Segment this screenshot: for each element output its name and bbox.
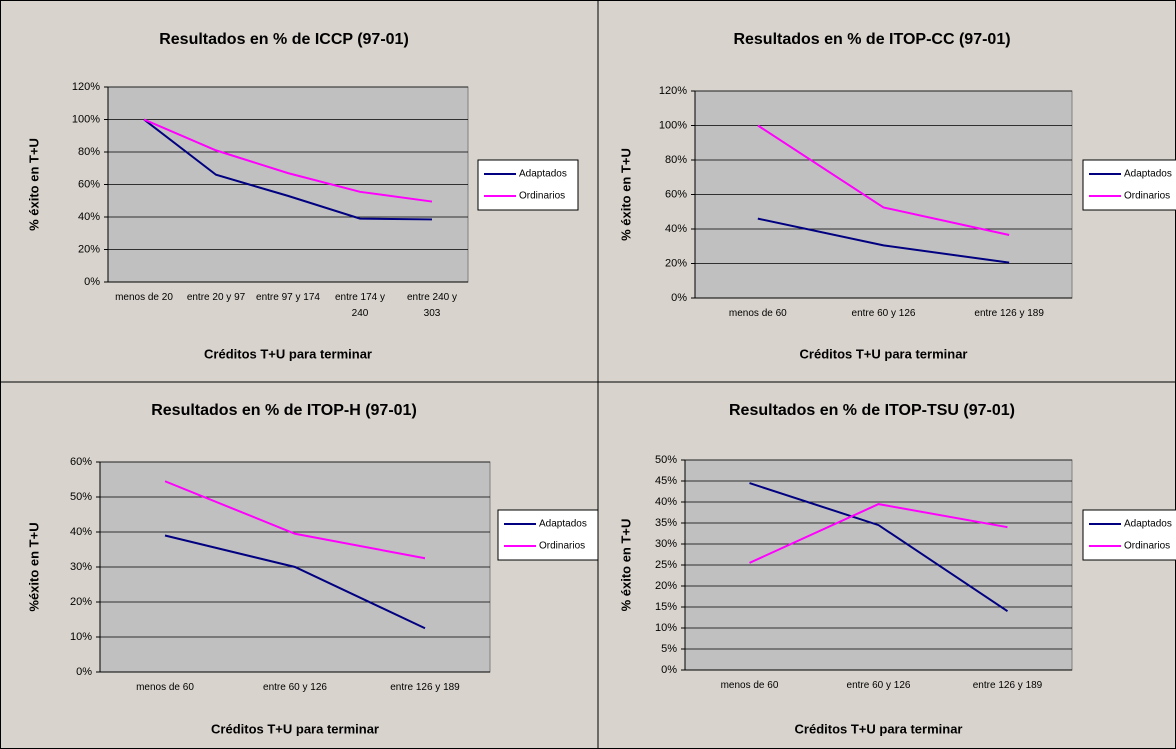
- series-line: [164, 534, 426, 630]
- y-tick-label: 35%: [655, 517, 677, 529]
- y-tick-label: 100%: [659, 119, 687, 131]
- x-tick-label: menos de 20: [115, 292, 173, 303]
- y-tick-label: 80%: [78, 146, 100, 158]
- x-tick-label-box: entre 240 y 303: [406, 292, 458, 319]
- x-tick-label-box: entre 60 y 126: [846, 680, 911, 691]
- x-tick-label: entre 126 y 189: [390, 682, 460, 693]
- y-tick-label: 10%: [70, 631, 92, 643]
- legend-label: Adaptados: [1124, 169, 1172, 180]
- y-tick-label: 80%: [665, 154, 687, 166]
- y-axis-title: % éxito en T+U: [26, 138, 41, 231]
- y-tick-label: 30%: [70, 561, 92, 573]
- x-tick-label-box: entre 174 y 240: [334, 292, 386, 319]
- x-tick-label-box: menos de 60: [728, 308, 787, 319]
- y-axis-title: % éxito en T+U: [618, 519, 633, 612]
- x-tick-label-box: entre 20 y 97: [186, 292, 246, 303]
- y-tick-label: 120%: [659, 85, 687, 97]
- x-tick-label: entre 20 y 97: [186, 292, 246, 303]
- x-tick-label-box: menos de 60: [720, 680, 779, 691]
- chart: Resultados en % de ITOP-H (97-01) 0% 10% 20…: [26, 402, 599, 736]
- y-tick-label: 40%: [665, 223, 687, 235]
- x-tick-label: entre 174 y 240: [334, 292, 386, 319]
- x-tick-label-box: entre 60 y 126: [263, 682, 327, 693]
- y-tick-label: 40%: [70, 526, 92, 538]
- legend-label: Adaptados: [519, 169, 567, 180]
- x-tick-label: entre 126 y 189: [972, 680, 1043, 691]
- y-tick-label: 60%: [665, 188, 687, 200]
- y-tick-label: 10%: [655, 622, 677, 634]
- x-tick-label-box: entre 97 y 174: [256, 292, 320, 303]
- y-tick-label: 40%: [655, 496, 677, 508]
- x-tick-label: entre 97 y 174: [256, 292, 320, 303]
- y-axis-title: %éxito en T+U: [26, 522, 41, 611]
- x-tick-label: entre 240 y 303: [406, 292, 458, 319]
- legend-label: Ordinarios: [1124, 541, 1170, 552]
- series-line: [757, 124, 1010, 237]
- y-tick-label: 20%: [70, 596, 92, 608]
- y-tick-label: 60%: [70, 456, 92, 468]
- series-line: [164, 480, 426, 560]
- y-tick-label: 25%: [655, 559, 677, 571]
- x-tick-label: entre 60 y 126: [263, 682, 327, 693]
- y-tick-label: 100%: [72, 113, 100, 125]
- chart: Resultados en % de ICCP (97-01) 0% 20% 40% 6…: [26, 31, 579, 361]
- y-tick-label: 0%: [661, 664, 677, 676]
- series-line: [757, 217, 1010, 264]
- legend-box: [477, 159, 579, 211]
- legend-label: Adaptados: [539, 519, 587, 530]
- y-tick-label: 20%: [78, 243, 100, 255]
- x-tick-label: entre 60 y 126: [846, 680, 911, 691]
- y-tick-label: 40%: [78, 211, 100, 223]
- legend-label: Ordinarios: [1124, 191, 1170, 202]
- y-tick-label: 20%: [655, 580, 677, 592]
- y-tick-label: 50%: [70, 491, 92, 503]
- x-axis-title: Créditos T+U para terminar: [795, 721, 963, 736]
- legend-box: [497, 509, 599, 561]
- chart-title: Resultados en % de ITOP-H (97-01): [151, 402, 417, 419]
- series-line: [143, 118, 433, 203]
- chart-title: Resultados en % de ITOP-CC (97-01): [733, 31, 1010, 48]
- y-tick-label: 50%: [655, 454, 677, 466]
- x-tick-label: entre 60 y 126: [851, 308, 916, 319]
- x-tick-label: menos de 60: [728, 308, 787, 319]
- y-tick-label: 0%: [76, 666, 92, 678]
- y-tick-label: 15%: [655, 601, 677, 613]
- chart: Resultados en % de ITOP-TSU (97-01) 0% 5% 1…: [618, 402, 1176, 736]
- x-axis-title: Créditos T+U para terminar: [204, 346, 372, 361]
- y-tick-label: 0%: [671, 292, 687, 304]
- x-axis-title: Créditos T+U para terminar: [800, 346, 968, 361]
- series-line: [143, 118, 433, 221]
- legend-label: Ordinarios: [539, 541, 585, 552]
- legend-box: [1082, 159, 1176, 211]
- y-axis-title: % éxito en T+U: [618, 148, 633, 241]
- x-tick-label: menos de 60: [720, 680, 779, 691]
- y-tick-label: 120%: [72, 81, 100, 93]
- chart: Resultados en % de ITOP-CC (97-01) 0% 20% 4…: [618, 31, 1176, 361]
- x-tick-label-box: menos de 20: [115, 292, 173, 303]
- y-tick-label: 30%: [655, 538, 677, 550]
- x-tick-label: entre 126 y 189: [974, 308, 1044, 319]
- x-tick-label-box: entre 126 y 189: [972, 680, 1043, 691]
- y-tick-label: 5%: [661, 643, 677, 655]
- legend-box: [1082, 509, 1176, 561]
- y-tick-label: 20%: [665, 257, 687, 269]
- x-tick-label: menos de 60: [136, 682, 194, 693]
- chart-title: Resultados en % de ICCP (97-01): [159, 31, 409, 48]
- y-tick-label: 45%: [655, 475, 677, 487]
- y-tick-label: 0%: [84, 276, 100, 288]
- y-tick-label: 60%: [78, 178, 100, 190]
- chart-title: Resultados en % de ITOP-TSU (97-01): [729, 402, 1015, 419]
- series-line: [749, 482, 1009, 613]
- x-tick-label-box: entre 60 y 126: [851, 308, 916, 319]
- legend-label: Ordinarios: [519, 191, 565, 202]
- x-tick-label-box: menos de 60: [136, 682, 194, 693]
- x-tick-label-box: entre 126 y 189: [974, 308, 1044, 319]
- x-tick-label-box: entre 126 y 189: [390, 682, 460, 693]
- series-line: [749, 503, 1008, 564]
- x-axis-title: Créditos T+U para terminar: [211, 721, 379, 736]
- legend-label: Adaptados: [1124, 519, 1172, 530]
